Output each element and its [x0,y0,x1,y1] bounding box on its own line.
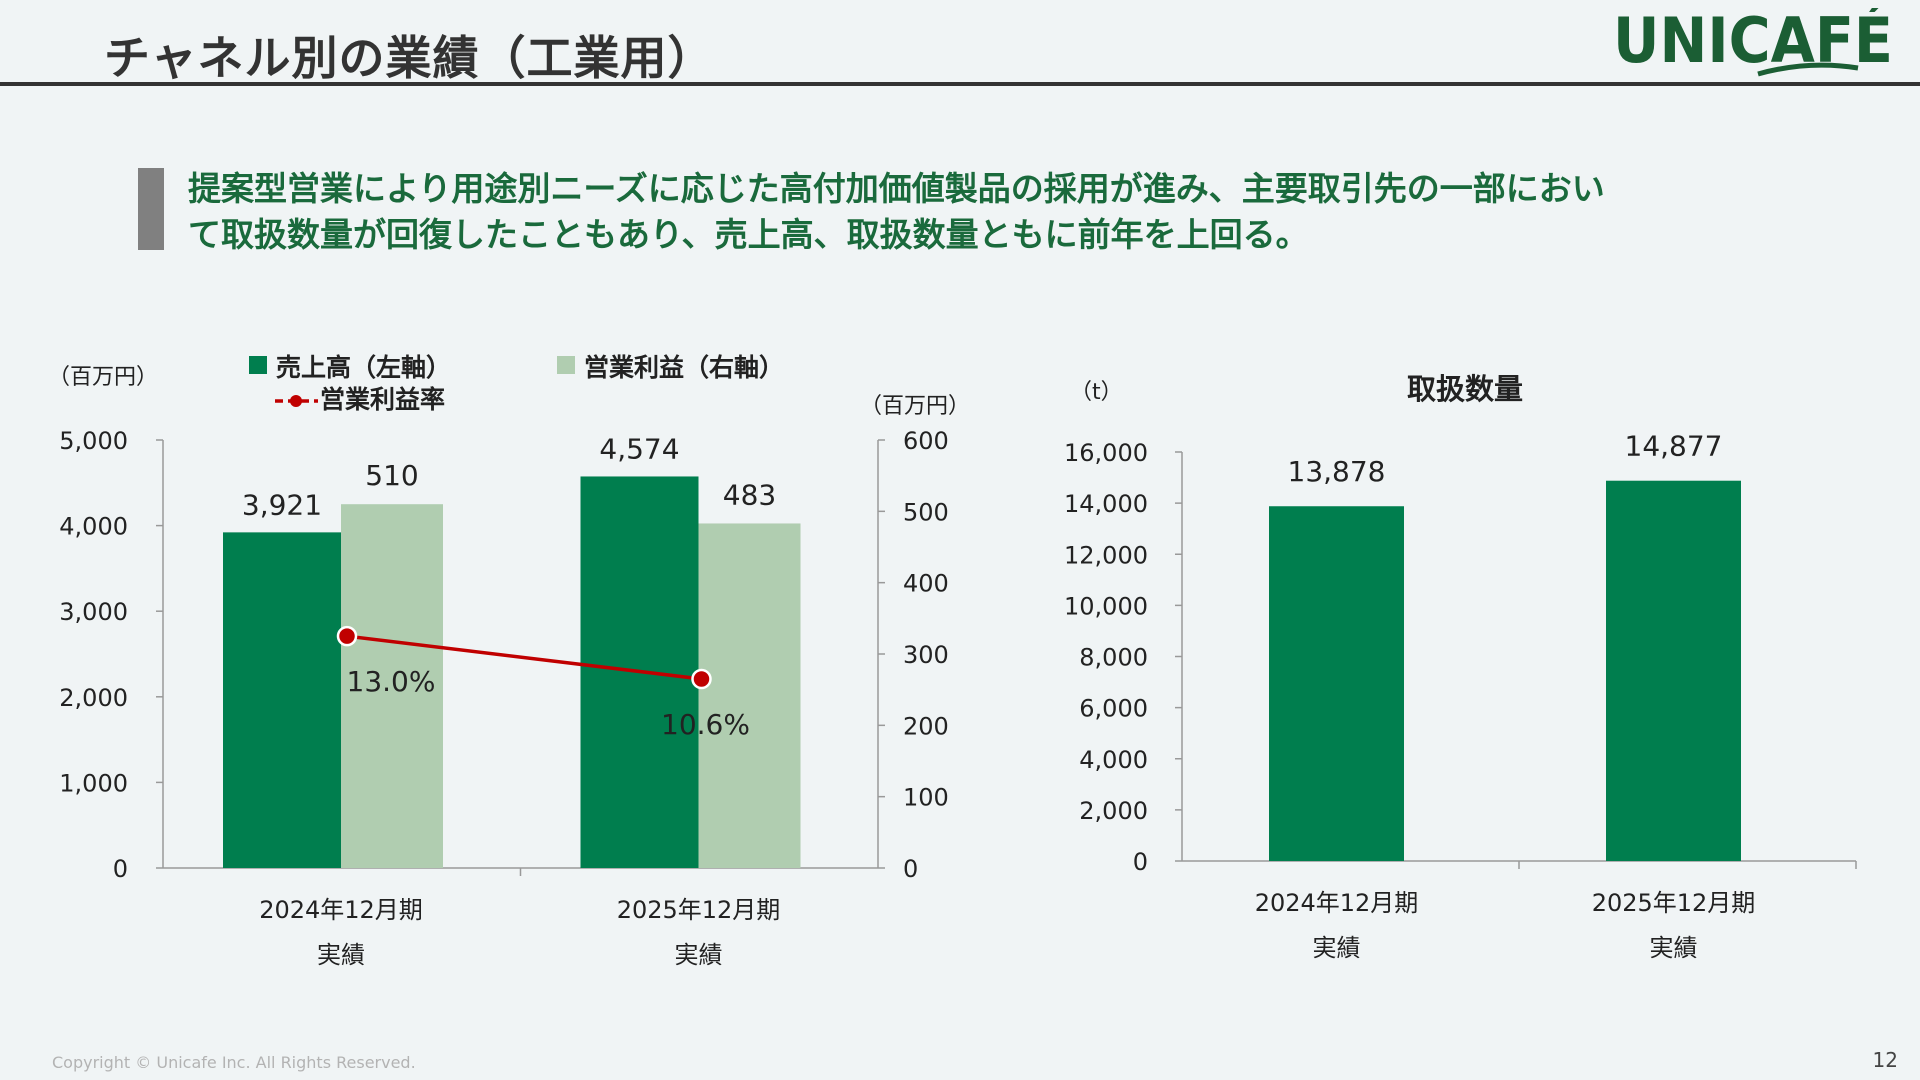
page-title: チャネル別の業績（工業用） [104,31,715,85]
legend-margin-marker [290,395,302,407]
volume-y-axis-tick-label: 6,000 [1079,695,1148,723]
legend-profit-label: 営業利益（右軸） [584,353,784,382]
right-axis-tick-label: 100 [903,784,949,812]
legend-sales-swatch [249,356,267,374]
right-axis-tick-label: 300 [903,641,949,669]
volume-y-axis-tick-label: 2,000 [1079,797,1148,825]
margin-line [346,634,702,681]
margin-point [691,668,712,690]
volume-chart-title: 取扱数量 [1407,372,1523,406]
margin-value-label: 10.6% [661,708,750,741]
volume-x-axis-category-label: 2025年12月期 [1592,889,1756,917]
right-axis-tick-label: 200 [903,712,949,740]
x-axis-category-sublabel: 実績 [675,941,723,969]
volume-y-axis-tick-label: 12,000 [1064,541,1148,569]
sales-bar-value-label: 3,921 [242,488,322,521]
legend-profit-swatch [557,356,575,374]
volume-bar [1606,480,1741,861]
left-axis-tick-label: 3,000 [59,598,128,626]
sales-bar-value-label: 4,574 [599,432,679,465]
volume-x-axis-category-label: 2024年12月期 [1255,889,1419,917]
volume-axis-unit: （t） [1070,380,1123,405]
left-axis-tick-label: 1,000 [59,769,128,797]
headline-line-1: 提案型営業により用途別ニーズに応じた高付加価値製品の採用が進み、主要取引先の一部… [188,169,1605,208]
volume-y-axis-tick-label: 4,000 [1079,746,1148,774]
volume-bar-value-label: 14,877 [1625,430,1723,463]
volume-bar [1269,506,1404,861]
x-axis-category-sublabel: 実績 [317,941,365,969]
sales-bar [223,532,341,868]
volume-y-axis-tick-label: 0 [1133,848,1148,876]
copyright: Copyright © Unicafe Inc. All Rights Rese… [52,1053,416,1072]
right-axis-tick-label: 400 [903,570,949,598]
margin-point [336,625,358,647]
volume-x-axis-category-sublabel: 実績 [1313,934,1361,962]
right-axis-tick-label: 600 [903,427,949,455]
profit-bar-value-label: 483 [723,478,776,511]
unicafe-logo: UNICAFÉ [1613,8,1893,77]
left-axis-tick-label: 2,000 [59,684,128,712]
volume-y-axis-tick-label: 16,000 [1064,439,1148,467]
headline-line-2: て取扱数量が回復したこともあり、売上高、取扱数量ともに前年を上回る。 [188,215,1309,254]
left-axis-tick-label: 4,000 [59,513,128,541]
headline: 提案型営業により用途別ニーズに応じた高付加価値製品の採用が進み、主要取引先の一部… [188,166,1768,258]
volume-y-axis-tick-label: 14,000 [1064,490,1148,518]
profit-bar [341,504,443,868]
right-axis-unit: （百万円） [860,394,970,419]
legend-sales-label: 売上高（左軸） [276,353,451,382]
volume-y-axis-tick-label: 8,000 [1079,644,1148,672]
volume-bar-value-label: 13,878 [1288,455,1386,488]
margin-value-label: 13.0% [347,665,436,698]
title-divider [0,82,1920,86]
x-axis-category-label: 2024年12月期 [259,896,423,924]
right-axis-tick-label: 500 [903,498,949,526]
headline-accent-bar [138,168,164,250]
left-axis-tick-label: 5,000 [59,427,128,455]
right-axis-tick-label: 0 [903,855,918,883]
left-axis-tick-label: 0 [113,855,128,883]
page-number: 12 [1872,1048,1898,1072]
volume-x-axis-category-sublabel: 実績 [1650,934,1698,962]
profit-bar [698,523,801,868]
volume-y-axis-tick-label: 10,000 [1064,592,1148,620]
x-axis-category-label: 2025年12月期 [617,896,781,924]
profit-bar-value-label: 510 [365,459,418,492]
left-axis-unit: （百万円） [48,365,158,390]
legend-margin-label: 営業利益率 [320,385,445,414]
